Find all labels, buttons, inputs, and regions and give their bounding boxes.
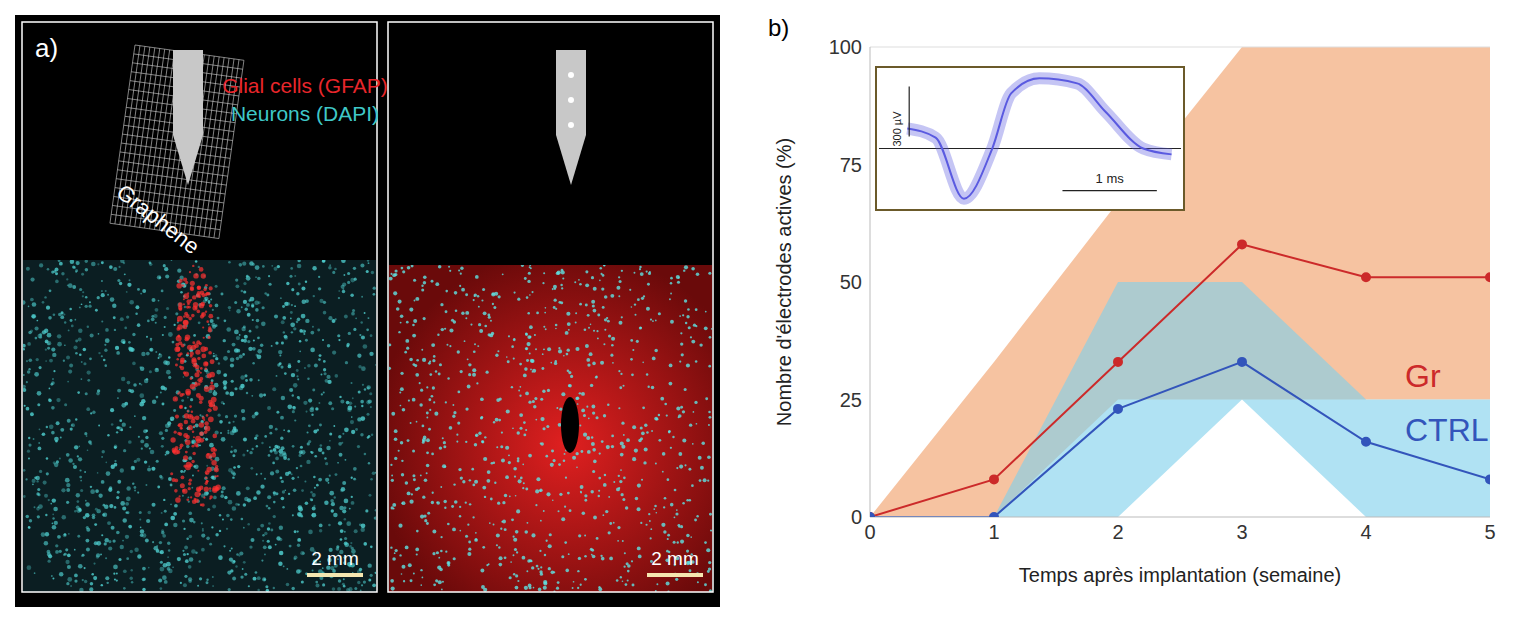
svg-text:100: 100: [829, 36, 862, 58]
svg-text:50: 50: [840, 271, 862, 293]
svg-text:0: 0: [851, 506, 862, 528]
svg-text:0: 0: [864, 521, 875, 543]
svg-text:Neurons (DAPI): Neurons (DAPI): [231, 102, 379, 125]
svg-text:300 µV: 300 µV: [891, 111, 903, 147]
svg-text:Graphene: Graphene: [112, 179, 205, 259]
svg-text:1: 1: [988, 521, 999, 543]
svg-text:Nombre d'électrodes actives (%: Nombre d'électrodes actives (%): [773, 138, 795, 426]
html-text:b): b): [768, 14, 790, 41]
svg-text:1 ms: 1 ms: [1096, 171, 1125, 186]
svg-text:2 mm: 2 mm: [311, 548, 359, 569]
html-text:Gr: Gr: [1405, 358, 1441, 394]
svg-text:4: 4: [1360, 521, 1371, 543]
svg-text:2 mm: 2 mm: [651, 548, 699, 569]
svg-text:5: 5: [1484, 521, 1495, 543]
html-text:CTRL: CTRL: [1405, 412, 1489, 448]
svg-text:3: 3: [1236, 521, 1247, 543]
svg-text:Glial cells (GFAP): Glial cells (GFAP): [222, 74, 388, 97]
svg-text:2: 2: [1112, 521, 1123, 543]
svg-text:Temps après implantation (sema: Temps après implantation (semaine): [1019, 564, 1341, 586]
svg-text:25: 25: [840, 389, 862, 411]
svg-text:75: 75: [840, 154, 862, 176]
svg-text:a): a): [35, 33, 58, 63]
